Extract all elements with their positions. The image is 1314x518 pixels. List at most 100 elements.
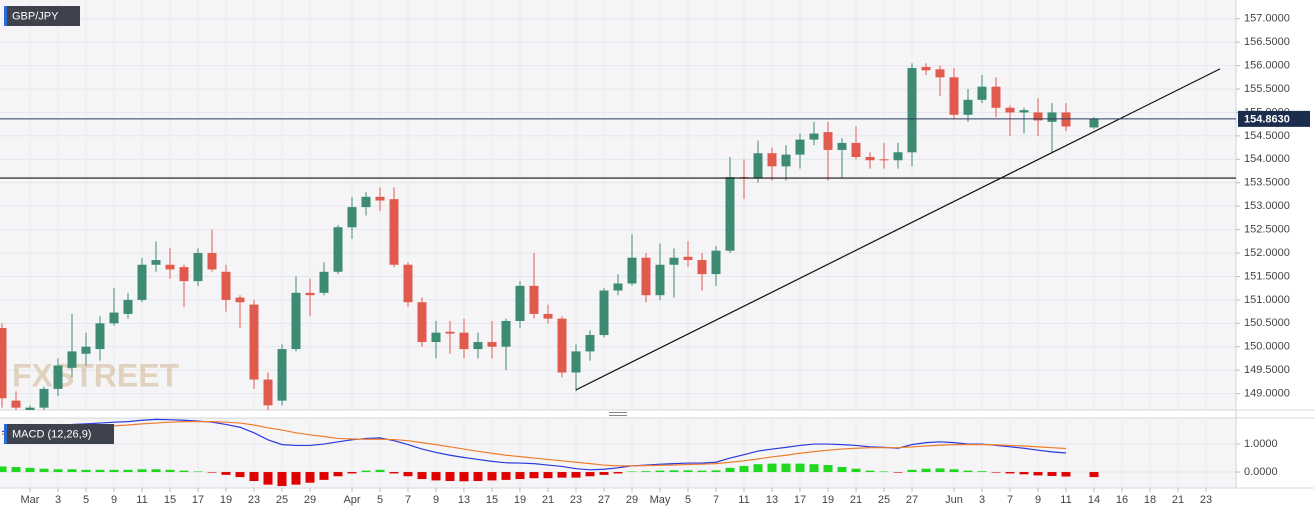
candle-body	[333, 227, 343, 272]
candle-body	[599, 290, 609, 336]
candle-body	[403, 264, 413, 303]
candle-body	[305, 292, 315, 296]
resize-grip[interactable]	[609, 412, 627, 416]
y-tick-label: 150.0000	[1244, 341, 1290, 353]
x-tick-label: 23	[248, 494, 260, 506]
candle-body	[361, 196, 371, 208]
candle-body	[529, 285, 539, 314]
histogram-bar	[963, 470, 973, 473]
candle-body	[319, 271, 329, 293]
candle-body	[501, 320, 511, 347]
histogram-bar	[347, 472, 357, 474]
histogram-bar	[865, 470, 875, 473]
x-tick-label: 11	[738, 494, 749, 506]
y-tick-label: 149.5000	[1244, 364, 1290, 376]
x-tick-label: 13	[766, 494, 778, 506]
y-tick-label: 156.0000	[1244, 60, 1290, 72]
x-tick-label: 23	[570, 494, 582, 506]
x-tick-label: 5	[685, 494, 691, 506]
x-tick-label: 9	[111, 494, 117, 506]
candle-body	[1047, 112, 1057, 122]
candle-body	[613, 283, 623, 291]
x-tick-label: 25	[276, 494, 288, 506]
x-tick-label: 19	[514, 494, 526, 506]
candle-body	[95, 323, 105, 350]
candle-body	[0, 328, 7, 399]
histogram-bar	[249, 472, 259, 481]
histogram-bar	[277, 472, 287, 487]
x-tick-label: 19	[220, 494, 232, 506]
candle-body	[655, 264, 665, 296]
candle-body	[697, 260, 707, 275]
candle-body	[1019, 110, 1029, 113]
candle-body	[837, 142, 847, 150]
histogram-bar	[823, 465, 833, 473]
histogram-bar	[893, 472, 903, 473]
x-tick-label: 21	[850, 494, 862, 506]
histogram-bar	[991, 472, 1001, 473]
candle-body	[11, 400, 21, 408]
x-tick-label: 11	[1060, 494, 1071, 506]
x-tick-label: 29	[626, 494, 638, 506]
histogram-bar	[921, 468, 931, 473]
x-tick-label: May	[650, 494, 671, 506]
candle-body	[515, 285, 525, 321]
candle-body	[557, 318, 567, 373]
histogram-bar	[935, 468, 945, 473]
histogram-bar	[557, 472, 567, 478]
histogram-bar	[781, 463, 791, 473]
macd-plot	[0, 419, 1099, 487]
candle-body	[781, 154, 791, 167]
candle-body	[431, 332, 441, 343]
candle-body	[375, 196, 385, 201]
candle-body	[151, 260, 161, 265]
candle-body	[865, 156, 875, 161]
candle-body	[669, 257, 679, 265]
x-tick-label: 5	[83, 494, 89, 506]
candle-body	[627, 257, 637, 284]
x-tick-label: 25	[878, 494, 890, 506]
candle-body	[1005, 107, 1015, 113]
x-tick-label: 14	[1088, 494, 1100, 506]
histogram-bar	[0, 466, 7, 473]
histogram-bar	[473, 472, 483, 481]
x-tick-label: 29	[304, 494, 316, 506]
watermark: FXSTREET	[12, 357, 180, 393]
y-tick-label: 151.0000	[1244, 294, 1290, 306]
histogram-bar	[1033, 472, 1043, 476]
histogram-bar	[319, 472, 329, 480]
macd-label: MACD (12,26,9)	[4, 424, 114, 444]
candle-body	[893, 152, 903, 161]
histogram-bar	[389, 472, 399, 474]
histogram-bar	[529, 472, 539, 479]
histogram-bar	[571, 472, 581, 478]
histogram-bar	[25, 467, 35, 473]
y-tick-label: 153.0000	[1244, 200, 1290, 212]
histogram-bar	[837, 467, 847, 473]
histogram-bar	[431, 472, 441, 481]
x-tick-label: 15	[486, 494, 498, 506]
last-price-box	[1238, 110, 1310, 127]
candle-body	[991, 86, 1001, 108]
histogram-bar	[767, 463, 777, 473]
trendline	[575, 68, 1221, 391]
candle-body	[851, 142, 861, 157]
macd-panel	[0, 418, 1236, 488]
candle-body	[949, 77, 959, 115]
histogram-bar	[109, 469, 119, 473]
histogram-bar	[501, 472, 511, 480]
candle-body	[935, 69, 945, 78]
candle-body	[725, 177, 735, 251]
candle-body	[207, 253, 217, 270]
y-tick-label: 155.5000	[1244, 83, 1290, 95]
histogram-bar	[179, 470, 189, 473]
candle-body	[711, 250, 721, 275]
candle-body	[221, 271, 231, 300]
candle-body	[809, 133, 819, 140]
last-price-label: 154.8630	[1244, 113, 1290, 125]
histogram-bar	[445, 472, 455, 481]
x-tick-label: Jun	[945, 494, 963, 506]
candle-body	[235, 297, 245, 303]
candle-body	[459, 332, 469, 350]
